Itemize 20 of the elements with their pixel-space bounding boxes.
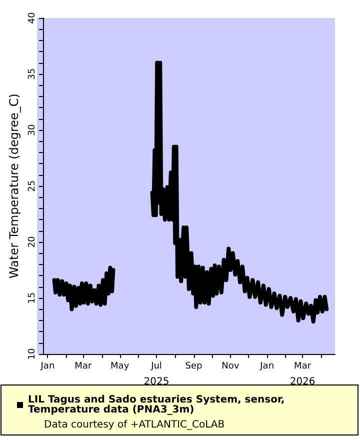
x-tick-label: Sep <box>185 362 203 372</box>
x-tick-label: Jul <box>150 362 162 372</box>
x-tick-label: Mar <box>74 362 92 372</box>
y-tick-label: 10 <box>27 348 38 360</box>
y-tick-label: 15 <box>27 292 38 304</box>
x-tick-label: Jan <box>259 362 274 372</box>
y-tick-label: 25 <box>27 180 38 192</box>
y-axis-title: Water Temperature (degree_C) <box>7 94 21 278</box>
x2-tick-label: 2025 <box>144 376 170 388</box>
x2-tick-label: 2026 <box>290 376 316 388</box>
text: Data courtesy of +ATLANTIC_CoLAB <box>44 420 225 430</box>
x-tick-label: Nov <box>222 362 240 372</box>
y-tick-label: 30 <box>27 124 38 136</box>
y-tick-label: 35 <box>27 68 38 80</box>
x-tick-label: May <box>110 362 130 372</box>
x-tick-label: Jan <box>40 362 55 372</box>
x-tick-label: Mar <box>294 362 312 372</box>
y-tick-label: 40 <box>27 12 38 24</box>
legend-label: LIL Tagus and Sado estuaries System, sensor, Temperature data (PNA3_3m) <box>28 394 288 416</box>
y-tick-label: 20 <box>27 236 38 248</box>
